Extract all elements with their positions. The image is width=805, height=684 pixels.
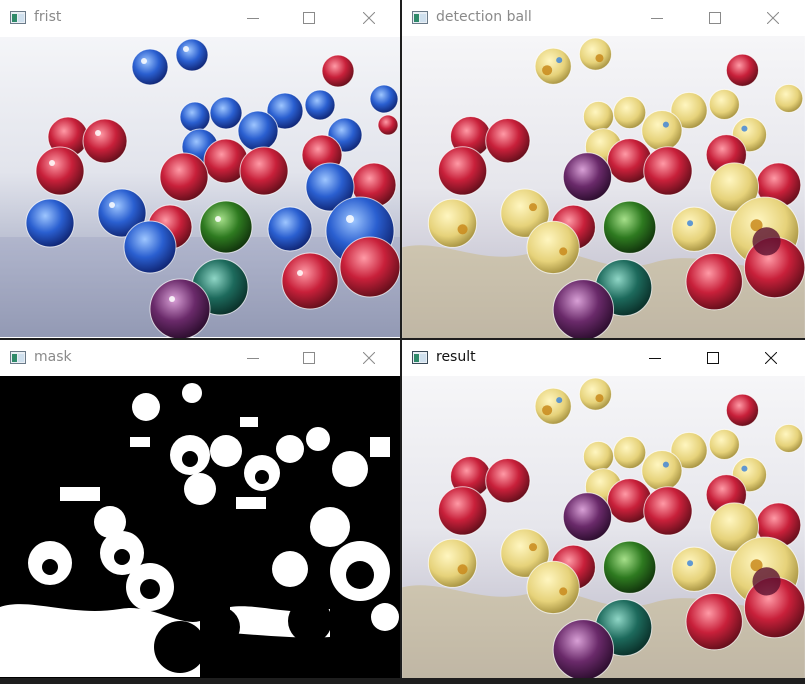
title-bar[interactable]: frist (0, 0, 400, 36)
image-canvas (402, 376, 805, 678)
close-button[interactable] (750, 0, 796, 36)
close-button[interactable] (346, 340, 392, 376)
minimize-icon (651, 18, 663, 19)
close-icon (363, 12, 375, 24)
detection-ball-image (402, 36, 805, 338)
maximize-icon (707, 352, 719, 364)
marbles-original-image (0, 37, 400, 338)
app-window-icon (10, 351, 26, 364)
window-title: mask (34, 349, 72, 365)
app-window-icon (412, 351, 428, 364)
minimize-button[interactable] (634, 0, 680, 36)
title-bar[interactable]: mask (0, 340, 400, 376)
window-title: result (436, 349, 476, 365)
app-window-icon (10, 11, 26, 24)
title-bar[interactable]: result (402, 340, 805, 376)
close-icon (765, 352, 777, 364)
maximize-button[interactable] (286, 340, 332, 376)
result-image (402, 376, 805, 678)
minimize-button[interactable] (230, 0, 276, 36)
minimize-button[interactable] (230, 340, 276, 376)
window-mask[interactable]: mask (0, 340, 400, 678)
close-button[interactable] (346, 0, 392, 36)
maximize-icon (303, 12, 315, 24)
close-icon (767, 12, 779, 24)
minimize-icon (247, 358, 259, 359)
title-bar[interactable]: detection ball (402, 0, 805, 36)
maximize-button[interactable] (690, 340, 736, 376)
close-button[interactable] (748, 340, 794, 376)
window-title: frist (34, 9, 62, 25)
window-detection-ball[interactable]: detection ball (402, 0, 805, 338)
image-canvas (0, 36, 400, 338)
window-title: detection ball (436, 9, 532, 25)
image-canvas (402, 36, 805, 338)
minimize-icon (649, 358, 661, 359)
minimize-icon (247, 18, 259, 19)
image-canvas (0, 376, 400, 678)
window-result[interactable]: result (402, 340, 805, 678)
maximize-button[interactable] (286, 0, 332, 36)
mask-image (0, 377, 400, 677)
window-frist[interactable]: frist (0, 0, 400, 338)
minimize-button[interactable] (632, 340, 678, 376)
maximize-icon (709, 12, 721, 24)
app-window-icon (412, 11, 428, 24)
maximize-button[interactable] (692, 0, 738, 36)
close-icon (363, 352, 375, 364)
maximize-icon (303, 352, 315, 364)
